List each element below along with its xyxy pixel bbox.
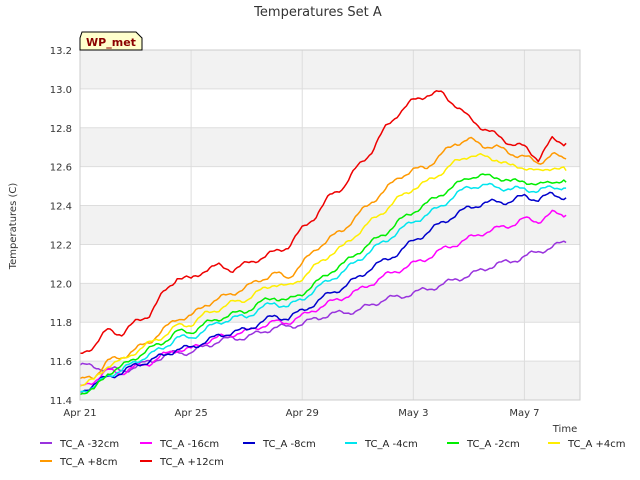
plot-background	[80, 50, 580, 400]
y-tick-label: 12.6	[50, 163, 72, 174]
station-badge: WP_met	[79, 31, 143, 51]
y-tick-label: 13.0	[50, 85, 72, 96]
legend-label: TC_A -32cm	[59, 439, 119, 450]
plot-band	[80, 283, 580, 323]
series-line-tc-a-12cm	[79, 90, 567, 355]
plot-band	[80, 127, 580, 167]
series-line-tc-a-4cm	[79, 182, 567, 393]
axes: 11.4 11.6 11.8 12.0 12.2 12.4 12.6 12.8 13.0 13.2…	[50, 46, 581, 419]
legend-label: TC_A -16cm	[159, 439, 219, 450]
series-line-tc-a-32cm	[79, 240, 567, 373]
series-lines	[79, 90, 567, 396]
plot-band	[80, 205, 580, 245]
legend-item: TC_A -32cm	[40, 439, 119, 450]
legend-label: TC_A +4cm	[567, 439, 626, 450]
legend-label: TC_A -2cm	[466, 439, 520, 450]
legend-label: TC_A +8cm	[59, 457, 118, 468]
y-axis-label: Temperatures (C)	[8, 183, 19, 271]
y-tick-label: 12.0	[50, 279, 72, 290]
y-tick-label: 13.2	[50, 46, 72, 57]
series-line-tc-a-2cm	[79, 173, 567, 396]
legend-label: TC_A +12cm	[159, 457, 224, 468]
x-tick-label: May 3	[398, 408, 428, 419]
y-tick-label: 11.8	[50, 318, 72, 329]
plot-band	[80, 50, 580, 89]
y-tick-label: 11.6	[50, 357, 72, 368]
legend-label: TC_A -8cm	[262, 439, 316, 450]
x-tick-label: May 7	[509, 408, 539, 419]
legend: TC_A -32cm TC_A -16cm TC_A -8cm TC_A -4cm TC…	[40, 439, 626, 468]
legend-item: TC_A +4cm	[548, 439, 626, 450]
legend-item: TC_A -4cm	[345, 439, 418, 450]
x-tick-label: Apr 21	[63, 408, 96, 419]
chart-title: Temperatures Set A	[253, 5, 382, 20]
plot-band	[80, 361, 580, 400]
y-tick-label: 12.8	[50, 124, 72, 135]
legend-item: TC_A -2cm	[447, 439, 520, 450]
legend-item: TC_A +8cm	[40, 457, 118, 468]
legend-item: TC_A -8cm	[243, 439, 316, 450]
x-tick-label: Apr 25	[175, 408, 208, 419]
series-line-tc-a-8cm	[79, 136, 567, 380]
legend-item: TC_A +12cm	[140, 457, 224, 468]
x-axis-label: Time	[552, 424, 577, 435]
badge-label: WP_met	[86, 36, 136, 49]
plot-frame	[79, 49, 581, 401]
y-tick-label: 12.2	[50, 240, 72, 251]
badge-background	[79, 31, 143, 51]
y-tick-label: 12.4	[50, 202, 72, 213]
x-tick-label: Apr 29	[286, 408, 319, 419]
legend-label: TC_A -4cm	[364, 439, 418, 450]
legend-item: TC_A -16cm	[140, 439, 219, 450]
series-line-tc-a-8cm	[79, 191, 567, 393]
series-line-tc-a-4cm	[79, 152, 567, 387]
y-tick-label: 11.4	[50, 396, 72, 407]
